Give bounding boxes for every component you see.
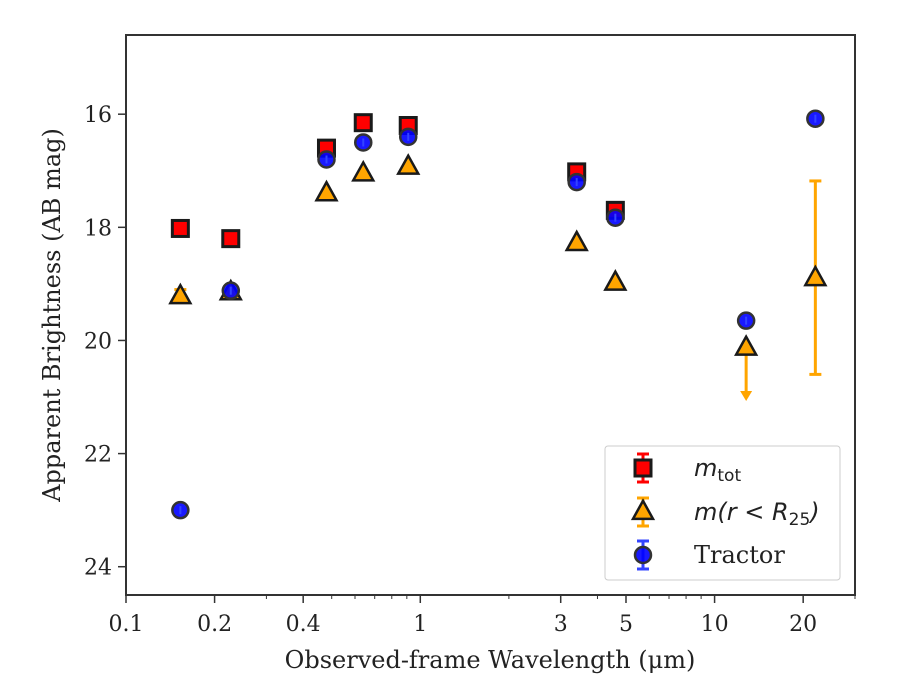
mtot-point [353, 113, 373, 133]
x-tick-label: 0.1 [109, 612, 144, 637]
x-tick-label: 5 [619, 612, 633, 637]
mr25-point [603, 269, 628, 291]
x-tick-label: 3 [554, 612, 568, 637]
mr25-limit-arrow [740, 391, 753, 402]
x-tick-label: 20 [789, 612, 817, 637]
y-tick-label: 18 [84, 216, 112, 241]
mr25-point [564, 229, 589, 252]
mr25-point [734, 334, 759, 356]
legend-tractor-marker [633, 545, 653, 565]
legend-mr25-marker [630, 498, 656, 521]
legend: mtot m(r < R25) Tractor [604, 445, 841, 581]
legend-mtot-label: mtot [694, 454, 741, 486]
legend-tractor-label: Tractor [694, 541, 785, 569]
legend-box [604, 445, 841, 581]
mr25-point [803, 264, 828, 287]
mr25-point [351, 159, 376, 182]
y-axis-ticks: 16 18 20 22 24 [84, 103, 126, 581]
mr25-point [396, 153, 421, 175]
mr25-point [314, 179, 339, 202]
mtot-point [170, 218, 190, 238]
y-tick-label: 16 [84, 103, 112, 128]
mr25-point [168, 282, 193, 305]
x-tick-label: 1 [413, 612, 427, 637]
y-axis-label: Apparent Brightness (AB mag) [38, 128, 66, 503]
y-tick-label: 20 [84, 329, 112, 354]
plot-frame [125, 34, 856, 596]
x-axis-label: Observed-frame Wavelength (μm) [285, 646, 696, 674]
x-axis-ticks: 0.1 0.2 0.4 1 3 5 10 20 [109, 595, 856, 637]
y-tick-label: 22 [84, 443, 112, 468]
mtot-point [221, 229, 241, 249]
data-markers [168, 109, 828, 520]
x-tick-label: 10 [701, 612, 729, 637]
legend-mtot-marker [633, 458, 653, 478]
x-tick-label: 0.4 [286, 612, 321, 637]
y-tick-label: 24 [84, 556, 112, 581]
legend-mr25-label: m(r < R25) [694, 498, 820, 530]
x-tick-label: 0.2 [197, 612, 232, 637]
